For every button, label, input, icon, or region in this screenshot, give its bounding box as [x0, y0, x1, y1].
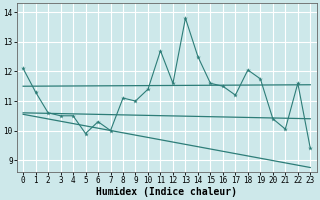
X-axis label: Humidex (Indice chaleur): Humidex (Indice chaleur) [96, 186, 237, 197]
